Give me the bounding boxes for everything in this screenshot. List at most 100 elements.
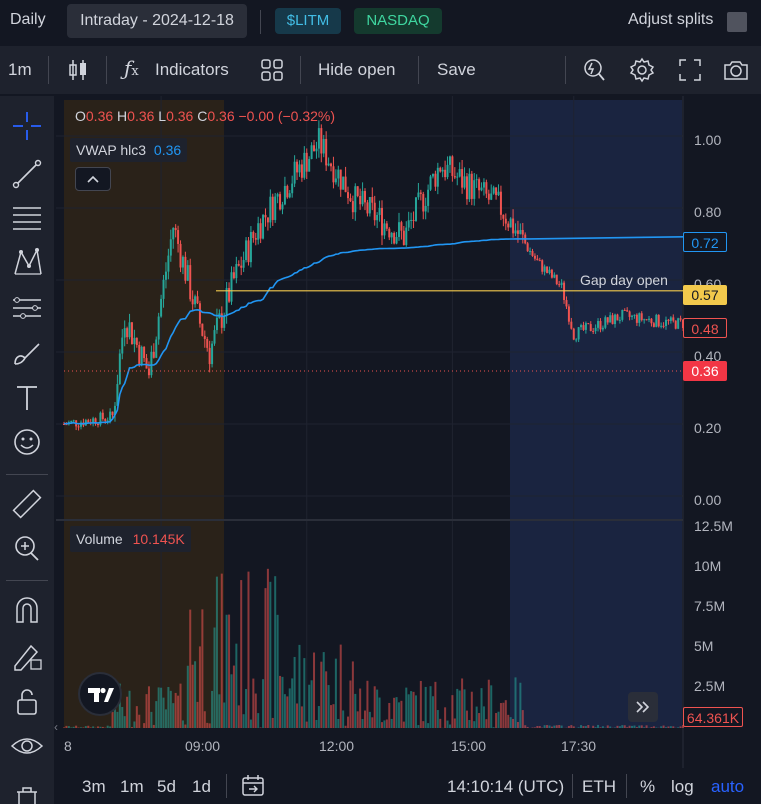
- daily-tab[interactable]: Daily: [10, 11, 46, 28]
- crosshair-icon[interactable]: [9, 110, 45, 142]
- forecast-icon[interactable]: [9, 292, 45, 324]
- volume-bar: [150, 711, 153, 728]
- text-tool-icon[interactable]: [9, 382, 45, 414]
- currency-button[interactable]: ETH: [582, 777, 616, 796]
- volume-bar: [431, 696, 434, 728]
- brush-icon[interactable]: [9, 338, 45, 370]
- vwap-legend[interactable]: VWAP hlc3 0.36: [70, 138, 188, 162]
- volume-bar: [349, 680, 352, 728]
- volume-bar: [626, 727, 629, 728]
- unlock-icon[interactable]: [9, 686, 45, 718]
- candle: [567, 304, 570, 325]
- clock-timezone[interactable]: 14:10:14 (UTC): [447, 777, 565, 796]
- candles-icon[interactable]: [64, 56, 92, 84]
- volume-legend[interactable]: Volume 10.145K: [70, 526, 191, 552]
- collapse-legend-button[interactable]: [75, 167, 111, 191]
- chart-canvas[interactable]: [56, 96, 761, 768]
- collapse-sidebar-icon[interactable]: ‹: [54, 720, 58, 734]
- divider: [226, 774, 227, 798]
- volume-bar: [366, 680, 369, 728]
- volume-bar: [174, 692, 177, 728]
- ticker-badge[interactable]: $LITM: [275, 8, 341, 34]
- volume-bar: [633, 725, 636, 728]
- volume-bar: [332, 704, 335, 728]
- candle: [397, 212, 400, 241]
- intraday-date-button[interactable]: Intraday - 2024-12-18: [67, 4, 247, 38]
- pattern-icon[interactable]: [9, 246, 45, 278]
- candle: [456, 172, 459, 186]
- volume-bar: [317, 706, 320, 728]
- candle-body: [373, 202, 376, 221]
- fullscreen-icon[interactable]: [676, 56, 704, 84]
- candle: [526, 241, 529, 252]
- camera-icon[interactable]: [722, 56, 750, 84]
- candle: [405, 221, 408, 247]
- volume-bar: [155, 701, 158, 728]
- range-3m-button[interactable]: 3m: [82, 777, 106, 796]
- candle-body: [502, 214, 505, 219]
- volume-bar: [179, 683, 182, 728]
- candle: [347, 186, 350, 205]
- candle: [133, 329, 136, 353]
- candle-body: [419, 192, 422, 194]
- volume-bar: [65, 725, 68, 728]
- candle-body: [371, 197, 374, 203]
- candle-body: [599, 320, 602, 330]
- magnet-icon[interactable]: [9, 594, 45, 626]
- candle-body: [92, 418, 95, 424]
- tradingview-logo[interactable]: [78, 672, 122, 716]
- lock-drawing-icon[interactable]: [9, 640, 45, 672]
- percent-toggle[interactable]: %: [640, 777, 656, 796]
- volume-bar: [458, 690, 461, 728]
- candle: [128, 313, 131, 340]
- candle: [330, 162, 333, 172]
- candle: [390, 231, 393, 245]
- candle-body: [368, 197, 371, 214]
- candle: [395, 232, 398, 245]
- interval-button[interactable]: 1m: [8, 60, 32, 79]
- scroll-to-realtime-button[interactable]: [628, 692, 658, 722]
- volume-bar: [516, 721, 519, 728]
- auto-toggle[interactable]: auto: [711, 777, 745, 796]
- save-button[interactable]: Save: [437, 60, 476, 79]
- last-price-tag: 0.48: [683, 318, 727, 338]
- eye-icon[interactable]: [9, 730, 45, 762]
- candle-body: [475, 179, 478, 181]
- candle-body: [434, 173, 437, 187]
- go-to-date-icon[interactable]: [240, 773, 266, 799]
- candle-body: [482, 182, 485, 188]
- exchange-badge[interactable]: NASDAQ: [354, 8, 442, 34]
- trash-icon[interactable]: [9, 786, 45, 804]
- ruler-icon[interactable]: [9, 488, 45, 520]
- hide-open-button[interactable]: Hide open: [318, 60, 396, 79]
- candle: [317, 120, 320, 158]
- volume-bar: [635, 727, 638, 728]
- open-value: 0.36: [85, 108, 114, 124]
- settings-gear-icon[interactable]: [628, 56, 656, 84]
- adjust-splits-checkbox[interactable]: [727, 12, 747, 32]
- candle-body: [223, 316, 226, 328]
- candle: [87, 418, 90, 423]
- layout-grid-icon[interactable]: [258, 56, 286, 84]
- zoom-in-icon[interactable]: [9, 532, 45, 564]
- emoji-icon[interactable]: [9, 426, 45, 458]
- candle: [111, 411, 114, 419]
- trend-line-icon[interactable]: [9, 158, 45, 190]
- quick-search-icon[interactable]: [580, 56, 608, 84]
- range-1m-button[interactable]: 1m: [120, 777, 144, 796]
- candle-body: [458, 169, 461, 177]
- candle: [220, 306, 223, 334]
- function-icon[interactable]: ƒx: [124, 56, 139, 80]
- log-toggle[interactable]: log: [671, 777, 694, 796]
- indicators-button[interactable]: Indicators: [155, 60, 229, 79]
- volume-bar: [337, 718, 340, 728]
- range-5d-button[interactable]: 5d: [157, 777, 176, 796]
- double-chevron-right-icon: [636, 701, 650, 713]
- range-1d-button[interactable]: 1d: [192, 777, 211, 796]
- volume-bar: [128, 690, 131, 728]
- candle-body: [667, 319, 670, 321]
- fib-retracement-icon[interactable]: [9, 202, 45, 234]
- candle: [296, 159, 299, 181]
- volume-bar: [623, 725, 626, 728]
- candle: [385, 220, 388, 232]
